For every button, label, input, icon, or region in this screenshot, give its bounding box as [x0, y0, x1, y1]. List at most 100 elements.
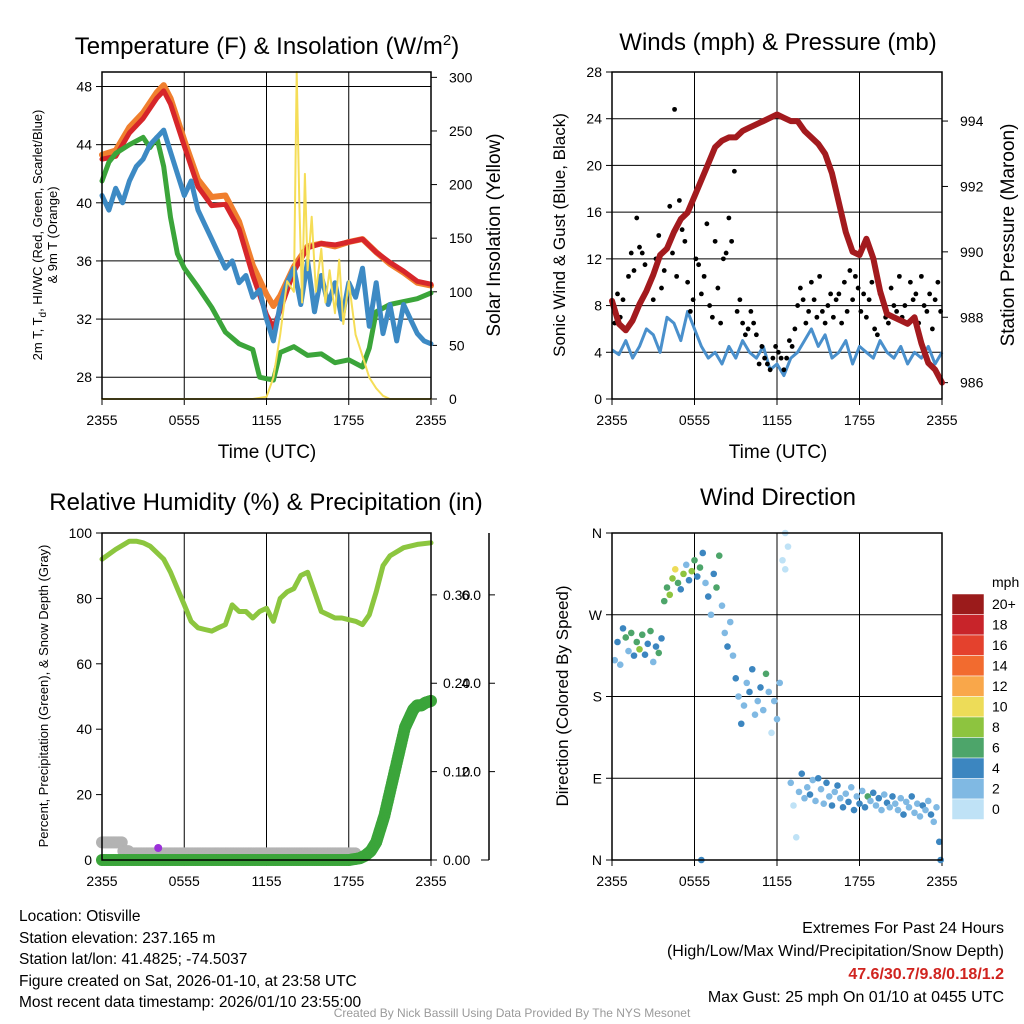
gust-point: [819, 309, 825, 314]
direction-point: [636, 645, 643, 653]
y-tick-label: 44: [76, 137, 92, 153]
direction-point: [655, 649, 663, 657]
chart-title: Temperature (F) & Insolation (W/m2): [75, 32, 459, 60]
y-tick-label: 60: [76, 656, 92, 672]
colorbar-label: 8: [992, 719, 1000, 735]
x-tick-label: 1755: [844, 412, 875, 428]
gust-point: [789, 344, 795, 349]
direction-point: [729, 652, 737, 659]
direction-point: [649, 658, 657, 666]
gust-point: [891, 303, 897, 308]
colorbar-swatch: [951, 655, 985, 677]
gust-point: [918, 273, 924, 279]
gust-point: [720, 256, 726, 262]
direction-point: [688, 567, 696, 575]
gust-point: [921, 303, 927, 308]
gust-point: [855, 285, 861, 291]
gust-point: [696, 262, 702, 268]
y-right-tick-label: 992: [960, 178, 984, 194]
gust-point: [620, 297, 626, 303]
gust-point: [707, 303, 713, 308]
direction-point: [795, 788, 803, 796]
gust-point: [637, 244, 642, 250]
direction-point: [726, 618, 734, 626]
colorbar-swatch: [951, 614, 985, 636]
direction-point: [831, 788, 839, 796]
gust-point: [863, 314, 869, 320]
direction-point: [916, 813, 924, 820]
gust-point: [642, 262, 648, 268]
direction-point: [732, 675, 740, 682]
colorbar-label: 12: [992, 678, 1008, 694]
title-superscript: 2: [443, 32, 451, 49]
max-gust-text: Max Gust: 25 mph On 01/10 at 0455 UTC: [707, 989, 1004, 1006]
direction-point: [787, 779, 795, 787]
ylabel-part: , HI/WC (Red, Green, Scarlet/Blue): [30, 110, 45, 312]
snow-tick-label: 2.0: [462, 764, 482, 780]
direction-point: [933, 804, 940, 811]
y-tick-label: 48: [76, 79, 92, 95]
rh-panel: 2355 0555 1155 1755 2355 0 20 40 60 80 100 0.00 0.10…: [36, 489, 495, 889]
gust-point: [795, 303, 801, 308]
colorbar: mph 20+ 18 16 14 12 10 8 6 4 2 0: [951, 574, 1019, 820]
direction-point: [913, 800, 921, 807]
direction-point: [784, 543, 792, 550]
colorbar-label: 0: [992, 801, 1000, 817]
gust-point: [775, 349, 781, 355]
gust-point: [806, 309, 812, 314]
gust-point: [927, 291, 933, 297]
direction-point: [674, 579, 682, 587]
precip-tick-label: 0.20: [443, 675, 470, 691]
direction-point: [765, 688, 773, 696]
direction-point: [622, 634, 630, 641]
direction-point: [803, 784, 811, 791]
direction-point: [699, 549, 707, 557]
ylabel-part: 2m T, T: [30, 317, 45, 360]
direction-point: [850, 806, 858, 814]
latlon-text: Station lat/lon: 41.4825; -74.5037: [19, 951, 248, 968]
y-tick-label: 24: [586, 111, 602, 127]
gust-point: [803, 320, 809, 326]
y-tick-label: 20: [76, 787, 92, 803]
y-right-axis-label: Station Pressure (Maroon): [998, 124, 1019, 347]
y-axis-label-line2: & 9m T (Orange): [45, 186, 60, 283]
gust-point: [687, 309, 693, 314]
gust-point: [676, 198, 682, 203]
direction-point: [781, 566, 789, 573]
y-axis-label: Sonic Wind & Gust (Blue, Black): [550, 113, 569, 357]
gust-point: [839, 320, 845, 326]
y-right-tick-label: 300: [449, 69, 473, 85]
x-tick-label: 1155: [762, 412, 792, 428]
gust-point: [685, 279, 691, 285]
gust-point: [693, 256, 699, 262]
direction-point: [644, 640, 652, 648]
y-tick-label: 4: [594, 344, 602, 360]
direction-point: [858, 787, 866, 795]
colorbar-swatch: [951, 798, 985, 820]
direction-point: [721, 629, 729, 637]
gust-point: [792, 326, 798, 332]
direction-point: [641, 651, 649, 659]
gust-point: [634, 215, 640, 221]
y-tick-label: 28: [76, 369, 92, 385]
y-tick-label: 32: [76, 311, 92, 327]
gust-point: [709, 314, 715, 320]
title-main: Temperature (F) & Insolation (W/m: [75, 33, 443, 60]
elevation-text: Station elevation: 237.165 m: [19, 929, 216, 947]
direction-panel: 2355 0555 1155 1755 2355 N E S W N Wind Direction D…: [553, 484, 1019, 889]
gust-point: [808, 279, 814, 285]
direction-point: [817, 785, 825, 793]
gust-point: [869, 279, 875, 285]
direction-point: [633, 638, 641, 646]
series-wind-chill: [99, 127, 434, 347]
direction-point: [630, 652, 638, 659]
gust-point: [817, 273, 823, 279]
direction-point: [927, 811, 935, 818]
x-tick-label: 2355: [86, 873, 117, 889]
direction-point: [930, 818, 938, 826]
direction-point: [798, 770, 806, 778]
gust-point: [670, 250, 675, 256]
x-tick-label: 0555: [169, 873, 200, 889]
gust-point: [910, 297, 916, 303]
gust-point: [712, 238, 718, 244]
